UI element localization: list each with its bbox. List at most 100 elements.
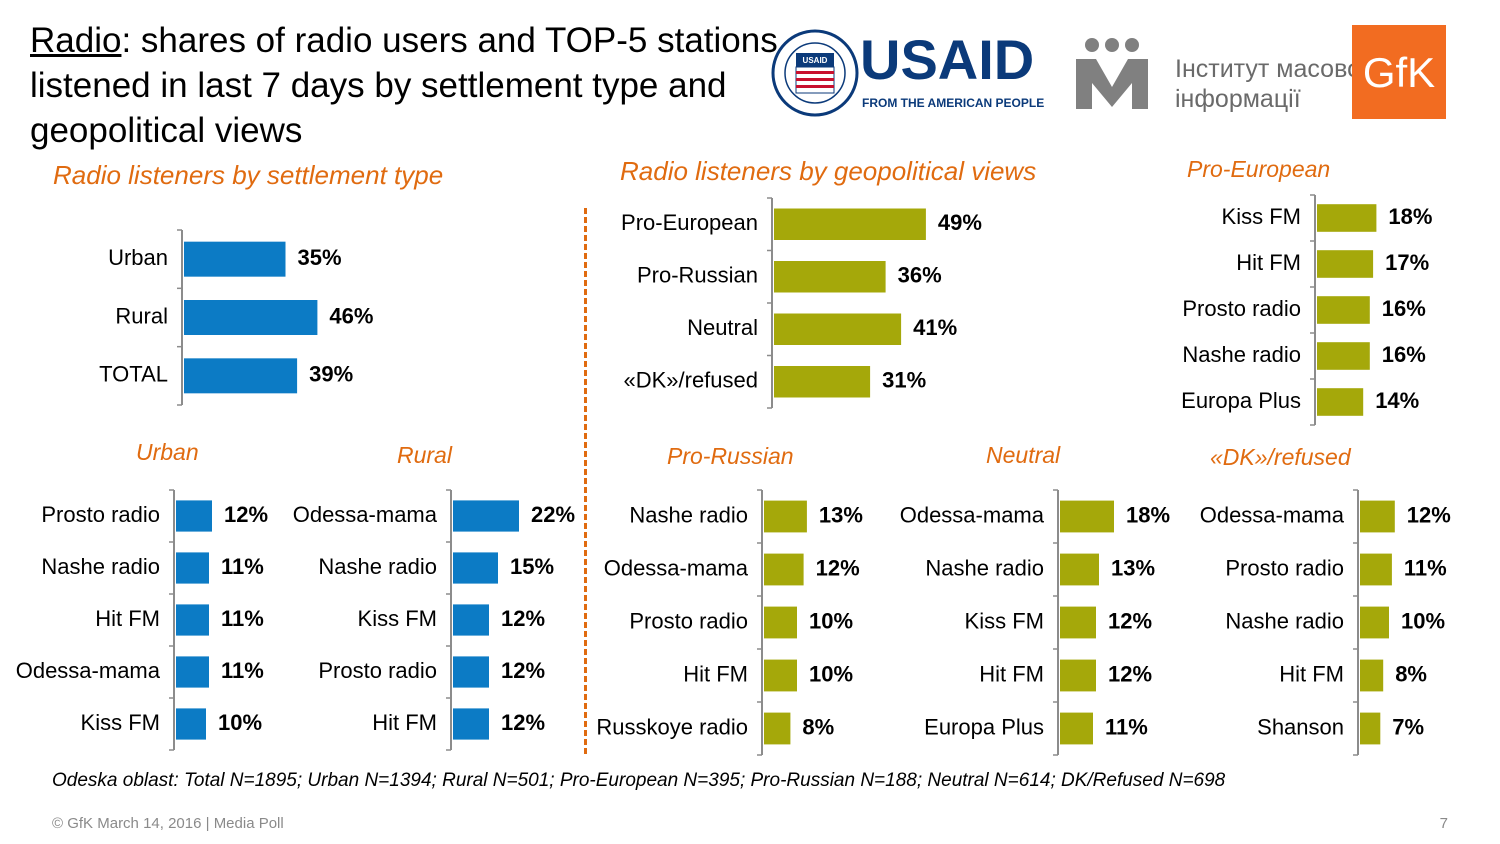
category-label: Kiss FM [81, 710, 160, 735]
value-label: 16% [1382, 296, 1426, 321]
chart-pro-european: Kiss FM 18% Hit FM 17% Prosto radio 16% Nashe … [1181, 194, 1432, 426]
value-label: 49% [938, 210, 982, 235]
category-label: Pro-European [621, 210, 758, 235]
bar [1360, 606, 1389, 639]
category-label: Nashe radio [41, 554, 160, 579]
category-label: Urban [108, 245, 168, 270]
category-label: Odessa-mama [604, 555, 749, 580]
value-label: 22% [531, 502, 575, 527]
bar [774, 313, 902, 345]
bar [1060, 553, 1099, 586]
chart-title-urban: Urban [136, 439, 199, 465]
gfk-logo: GfK [1352, 25, 1446, 119]
value-label: 10% [1401, 608, 1445, 633]
value-label: 10% [809, 661, 853, 686]
bar [184, 300, 318, 335]
section-title-geopolitical: Radio listeners by geopolitical views [620, 156, 1037, 186]
bar [764, 659, 797, 692]
category-label: Odessa-mama [293, 502, 438, 527]
category-label: Pro-Russian [637, 263, 758, 288]
value-label: 15% [510, 554, 554, 579]
category-label: Hit FM [1236, 250, 1301, 275]
value-label: 17% [1385, 250, 1429, 275]
value-label: 10% [218, 710, 262, 735]
chart-title-dk-refused: «DK»/refused [1210, 444, 1351, 470]
category-label: Shanson [1257, 714, 1344, 739]
category-label: Europa Plus [1181, 388, 1301, 413]
category-label: Rural [115, 303, 168, 328]
value-label: 12% [501, 710, 545, 735]
bar [176, 656, 209, 688]
bar [1317, 296, 1370, 324]
category-label: Kiss FM [965, 608, 1044, 633]
category-label: Hit FM [1279, 661, 1344, 686]
bar [1060, 712, 1093, 745]
category-label: Odessa-mama [16, 658, 161, 683]
category-label: Russkoye radio [596, 714, 748, 739]
value-label: 12% [501, 606, 545, 631]
title-rest: : shares of radio users and TOP-5 statio… [30, 21, 778, 150]
value-label: 11% [221, 554, 264, 579]
value-label: 12% [1108, 608, 1152, 633]
value-label: 31% [882, 368, 926, 393]
category-label: Hit FM [372, 710, 437, 735]
footnote: Odeska oblast: Total N=1895; Urban N=139… [52, 770, 1226, 791]
bar [176, 604, 209, 636]
bar [176, 552, 209, 584]
bar [453, 604, 489, 636]
value-label: 41% [913, 315, 957, 340]
bar [1317, 342, 1370, 370]
bar [453, 552, 498, 584]
chart-geopolitical: Pro-European 49% Pro-Russian 36% Neutral 41% «… [621, 197, 982, 409]
category-label: Prosto radio [629, 608, 748, 633]
value-label: 12% [1108, 661, 1152, 686]
category-label: Kiss FM [358, 606, 437, 631]
bar [453, 500, 519, 532]
bar [1060, 659, 1096, 692]
value-label: 11% [221, 658, 264, 683]
value-label: 36% [898, 263, 942, 288]
chart-rural: Odessa-mama 22% Nashe radio 15% Kiss FM 12% Pr… [293, 489, 575, 751]
bar [1360, 500, 1395, 533]
imi-line2: інформації [1175, 85, 1301, 113]
chart-dk-refused: Odessa-mama 12% Prosto radio 11% Nashe radio… [1200, 489, 1451, 756]
value-label: 18% [1126, 502, 1170, 527]
category-label: Odessa-mama [1200, 502, 1345, 527]
title-radio: Radio [30, 21, 122, 60]
bar [764, 712, 791, 745]
value-label: 7% [1392, 714, 1424, 739]
section-title-settlement: Radio listeners by settlement type [53, 160, 444, 190]
bar [453, 708, 489, 740]
value-label: 12% [501, 658, 545, 683]
category-label: Hit FM [683, 661, 748, 686]
value-label: 39% [309, 362, 353, 387]
category-label: Hit FM [95, 606, 160, 631]
bar [176, 708, 206, 740]
bar [774, 261, 886, 293]
bar [774, 208, 926, 240]
category-label: Kiss FM [1222, 204, 1301, 229]
value-label: 12% [1407, 502, 1451, 527]
bar [1360, 659, 1384, 692]
bar [1360, 553, 1392, 586]
value-label: 12% [224, 502, 268, 527]
chart-urban: Prosto radio 12% Nashe radio 11% Hit FM 11% Od… [16, 489, 268, 751]
chart-title-neutral: Neutral [986, 442, 1061, 468]
chart-neutral: Odessa-mama 18% Nashe radio 13% Kiss FM 12% Hi… [900, 489, 1170, 756]
category-label: Odessa-mama [900, 502, 1045, 527]
usaid-subtitle: FROM THE AMERICAN PEOPLE [862, 96, 1044, 110]
bar [184, 358, 298, 394]
category-label: Nashe radio [1182, 342, 1301, 367]
value-label: 46% [329, 303, 373, 328]
usaid-logo: USAID USAID FROM THE AMERICAN PEOPLE [771, 28, 1044, 117]
value-label: 14% [1375, 388, 1419, 413]
value-label: 11% [221, 606, 264, 631]
value-label: 8% [1395, 661, 1427, 686]
bar [1060, 500, 1114, 533]
category-label: Neutral [687, 315, 758, 340]
value-label: 18% [1388, 204, 1432, 229]
bar [453, 656, 489, 688]
chart-settlement: Urban 35% Rural 46% TOTAL 39% [99, 229, 373, 406]
chart-title-pro-european: Pro-European [1187, 156, 1331, 182]
chart-title-rural: Rural [397, 442, 452, 468]
